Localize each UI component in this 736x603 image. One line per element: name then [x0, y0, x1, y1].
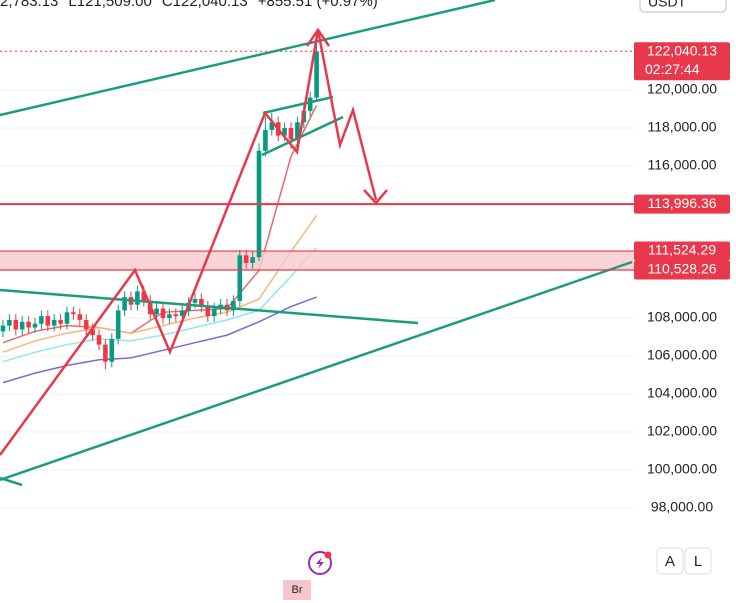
candle-body — [71, 312, 76, 315]
price-tag — [634, 241, 730, 261]
currency-box[interactable] — [639, 0, 727, 13]
zone — [0, 251, 634, 270]
price-tag-label: 113,996.36 — [647, 195, 716, 211]
y-tick-label: 120,000.00 — [647, 81, 717, 97]
log-label[interactable]: L — [694, 553, 702, 570]
candle-body — [307, 97, 313, 111]
path-arrow — [0, 29, 378, 456]
support-zone — [0, 251, 634, 270]
candle-body — [141, 291, 147, 301]
price-tag — [634, 42, 730, 81]
y-tick-label: 116,000.00 — [647, 157, 716, 173]
channel-lower — [0, 260, 633, 482]
candle-body — [231, 300, 236, 311]
candle-body — [243, 255, 249, 263]
y-tick-label: 106,000.00 — [647, 347, 717, 363]
y-tick-label: 108,000.00 — [647, 309, 717, 325]
candle-body — [282, 128, 287, 136]
header-item: L121,509.00 — [68, 0, 151, 10]
candle-body — [237, 255, 243, 301]
currency[interactable]: USDT — [648, 0, 687, 10]
flag-line — [262, 95, 334, 115]
auto-label[interactable]: A — [665, 553, 675, 570]
candle-body — [64, 312, 70, 324]
candle-body — [160, 308, 166, 319]
candle-body — [32, 323, 38, 328]
price-lines: 122,040.13 02:27:44 113,996.36 111,524.29 11… — [0, 42, 730, 280]
candle-body — [109, 338, 115, 362]
drawings — [0, 0, 633, 487]
candle-body — [51, 319, 57, 326]
y-tick-label: 118,000.00 — [647, 119, 716, 135]
candle-body — [179, 310, 185, 317]
candle-body — [250, 257, 255, 263]
price-tag-label: 122,040.13 — [647, 42, 717, 58]
candle-body — [122, 297, 127, 311]
candle-body — [173, 314, 179, 317]
candle-body — [19, 321, 25, 330]
candle-body — [135, 291, 140, 305]
price-axis: 98,000.00 100,000.00 102,000.00 104,000.00 1… — [647, 81, 717, 515]
candle-body — [26, 321, 31, 328]
price-tag-label: 110,528.26 — [647, 261, 716, 277]
candle-body — [77, 314, 83, 320]
candle-body — [269, 122, 275, 130]
trend-line — [0, 288, 419, 325]
candle-body — [45, 316, 51, 326]
flag-line — [261, 115, 344, 157]
marker[interactable]: Br — [292, 584, 303, 596]
y-tick-label: 104,000.00 — [647, 385, 717, 401]
candle-body — [58, 319, 63, 324]
trend-line — [0, 476, 23, 487]
channel-upper — [0, 0, 496, 117]
candle-body — [103, 344, 108, 362]
header-item: C122,040.13 — [162, 0, 248, 10]
moving-average — [2, 296, 317, 384]
candle-body — [96, 335, 102, 345]
candle-body — [115, 310, 121, 339]
header-item: 2,783.13 — [0, 0, 58, 10]
ohlc-header: 2,783.13 L121,509.00 C122,040.13 +855.51 (+… — [0, 0, 378, 10]
countdown: 02:27:44 — [645, 61, 700, 77]
candle-body — [154, 308, 159, 315]
arrow-head — [363, 189, 388, 205]
lightning-icon[interactable] — [308, 551, 332, 575]
candle-body — [167, 314, 172, 319]
candle-body — [314, 51, 319, 98]
y-tick-label: 98,000.00 — [651, 499, 713, 515]
candle-body — [13, 319, 19, 330]
candle-body — [205, 306, 211, 317]
candle-body — [83, 319, 89, 330]
candle-body — [211, 308, 217, 317]
candle-body — [0, 325, 6, 332]
price-tag — [634, 260, 730, 280]
moving-average — [2, 214, 318, 353]
y-tick-label: 100,000.00 — [647, 461, 717, 477]
candle-body — [263, 129, 268, 151]
auto-button[interactable] — [656, 547, 684, 575]
candle-body — [39, 316, 44, 324]
log-button[interactable] — [684, 547, 712, 575]
marker-box[interactable] — [283, 580, 311, 600]
candle-body — [192, 299, 198, 303]
candle-body — [295, 122, 300, 140]
arrow-head — [305, 27, 331, 47]
candle-body — [90, 329, 95, 336]
price-tag-label: 111,524.29 — [648, 242, 716, 258]
candle-body — [199, 299, 204, 307]
y-tick-label: 102,000.00 — [647, 423, 717, 439]
price-tag — [634, 194, 730, 214]
candle-body — [7, 319, 12, 326]
header-item: +855.51 (+0.97%) — [258, 0, 378, 10]
candle-body — [288, 128, 294, 140]
